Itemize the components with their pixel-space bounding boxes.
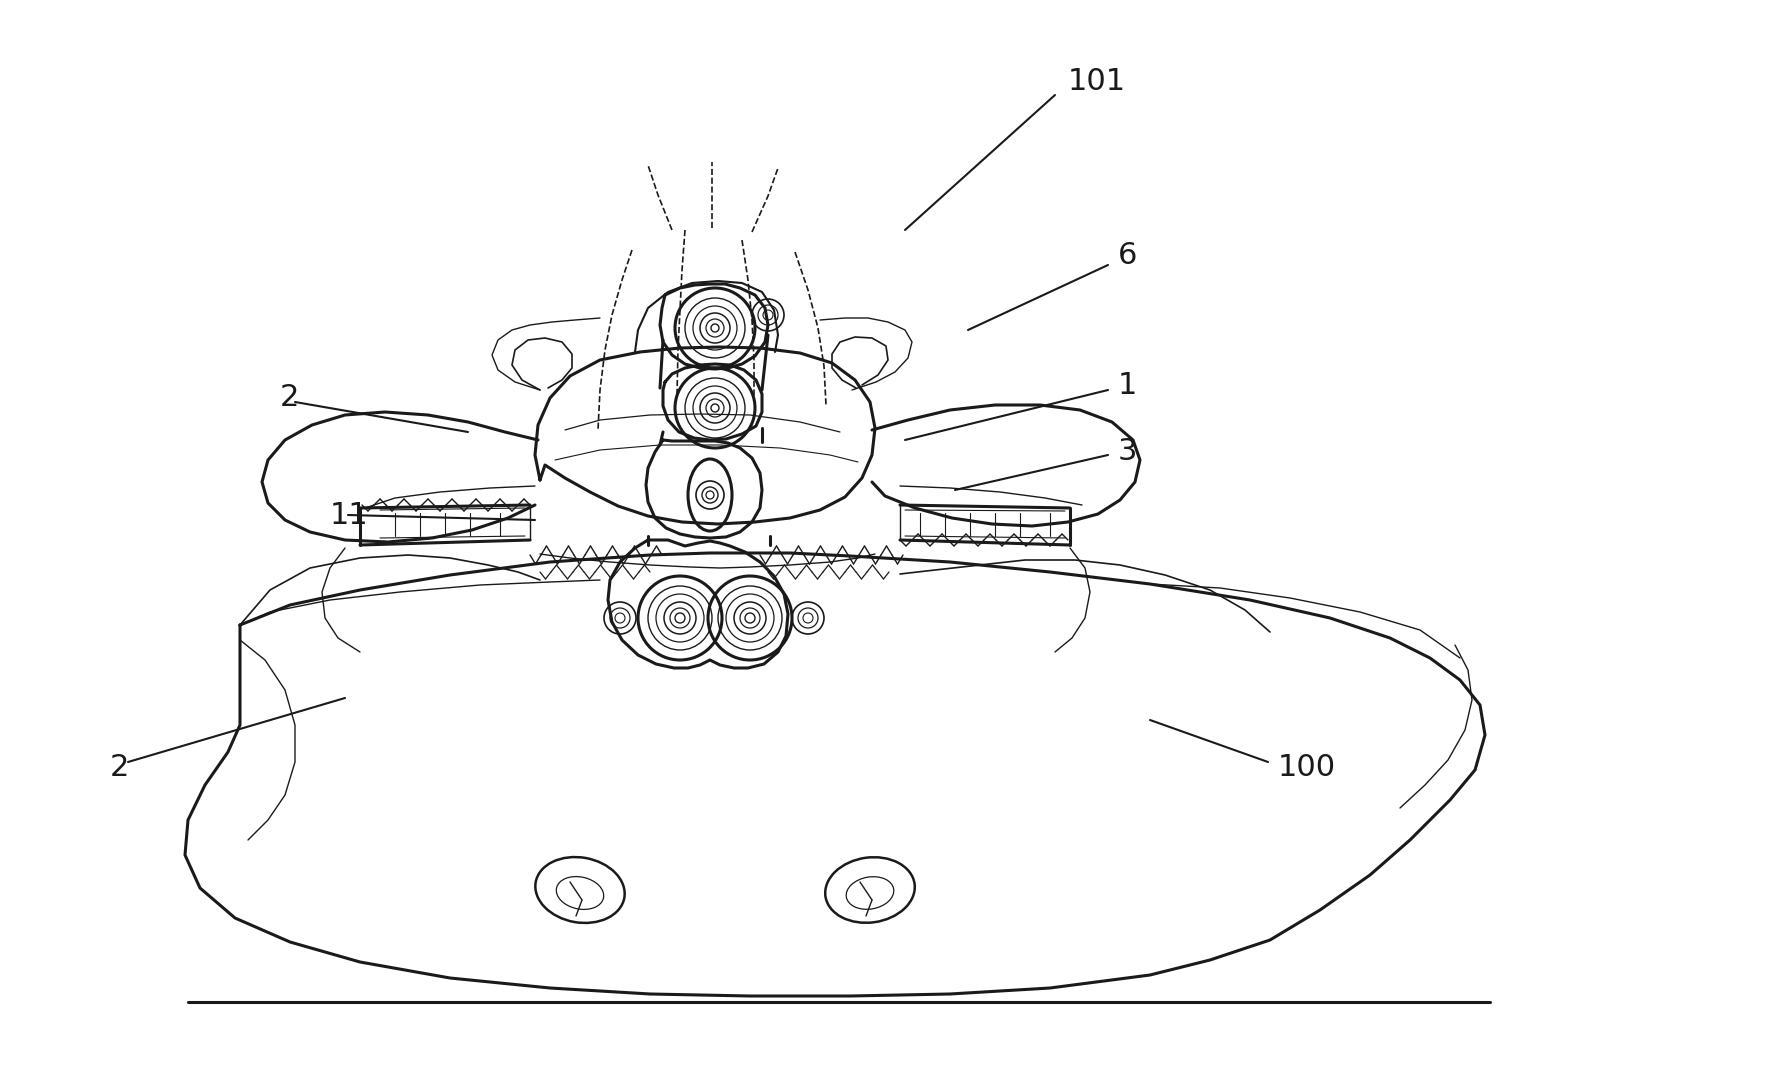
- Text: 2: 2: [109, 754, 129, 783]
- Text: 101: 101: [1067, 67, 1127, 96]
- Text: 6: 6: [1118, 240, 1137, 270]
- Text: 2: 2: [279, 383, 299, 413]
- Text: 100: 100: [1279, 754, 1336, 783]
- Text: 11: 11: [330, 500, 369, 530]
- Text: 3: 3: [1118, 438, 1137, 467]
- Text: 1: 1: [1118, 370, 1137, 400]
